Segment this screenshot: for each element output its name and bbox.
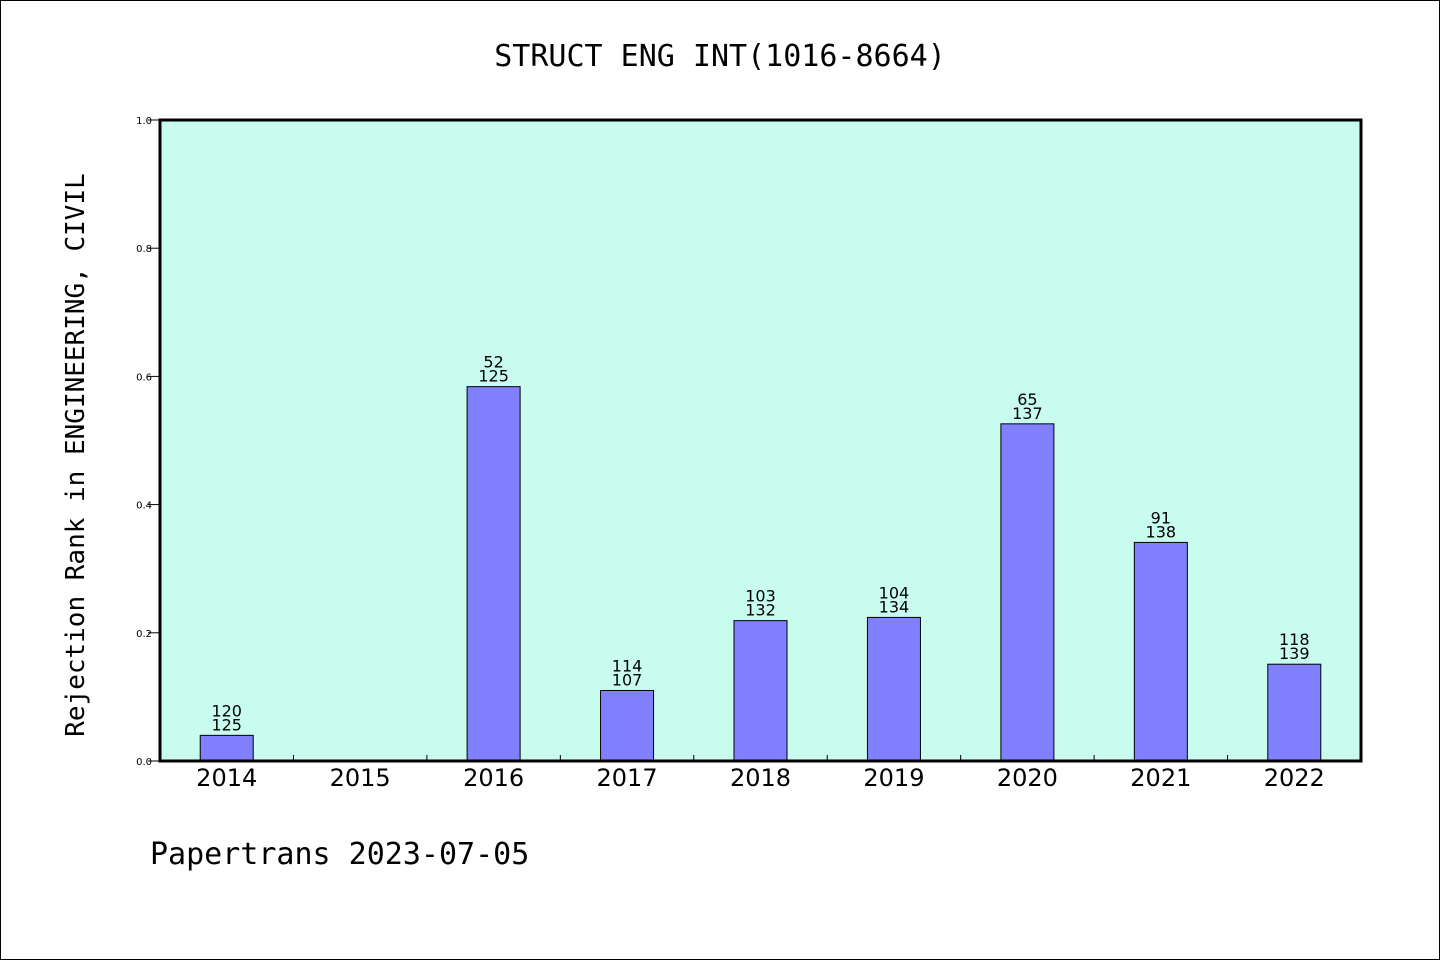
x-tick-label: 2017	[597, 764, 658, 792]
x-tick-label: 2019	[863, 764, 924, 792]
y-axis-ticks: 0.0 0.2 0.4 0.6 0.8 1.0	[136, 116, 160, 768]
bar-2018	[733, 620, 788, 762]
x-tick-label: 2020	[997, 764, 1058, 792]
x-tick-label: 2021	[1130, 764, 1191, 792]
bar-2016	[466, 386, 521, 762]
bar-series	[199, 386, 1322, 762]
y-tick-label: 0.4	[136, 501, 152, 512]
x-axis-ticks: 2014 2015 2016 2017 2018 2019 2020 2021 2022	[196, 755, 1325, 792]
bar-label-top: 103	[745, 587, 776, 606]
bar-2017	[600, 689, 655, 762]
bar-label-bottom: 134	[879, 597, 910, 616]
plot-border	[158, 118, 1363, 763]
bar-labels: 1201255212511410710313210413465137911381…	[211, 353, 1309, 735]
y-tick-label: 0.2	[136, 629, 152, 640]
x-tick-label: 2016	[463, 764, 524, 792]
y-tick-label: 0.8	[136, 244, 152, 255]
bar-label-bottom: 138	[1146, 522, 1177, 541]
x-tick-label: 2018	[730, 764, 791, 792]
footer-watermark-text: Papertrans 2023-07-05	[150, 837, 529, 872]
bar-2014	[199, 734, 254, 762]
bar-label-top: 120	[211, 701, 242, 720]
bar-label-top: 114	[612, 656, 643, 675]
bar-2020	[1000, 423, 1055, 762]
chart-title: STRUCT ENG INT(1016-8664)	[494, 39, 946, 74]
bar-2019	[866, 616, 921, 762]
x-tick-label: 2014	[196, 764, 257, 792]
bar-2022	[1267, 663, 1322, 762]
y-tick-label: 0.6	[136, 372, 152, 383]
bar-label-bottom: 137	[1012, 404, 1043, 423]
x-tick-label: 2022	[1264, 764, 1325, 792]
bar-label-top: 91	[1151, 508, 1171, 527]
y-axis-label: Rejection Rank in ENGINEERING, CIVIL	[61, 173, 91, 737]
x-tick-label: 2015	[330, 764, 391, 792]
bar-label-bottom: 125	[211, 715, 242, 734]
bar-label-bottom: 132	[745, 601, 776, 620]
bar-label-top: 65	[1017, 390, 1037, 409]
bar-label-bottom: 125	[478, 367, 509, 386]
bar-label-bottom: 107	[612, 670, 643, 689]
y-tick-label: 0.0	[136, 757, 152, 768]
bar-2021	[1133, 541, 1188, 762]
bar-label-top: 52	[483, 353, 503, 372]
bar-label-top: 104	[879, 583, 910, 602]
bar-label-bottom: 139	[1279, 644, 1310, 663]
bar-label-top: 118	[1279, 630, 1310, 649]
y-tick-label: 1.0	[136, 116, 152, 127]
